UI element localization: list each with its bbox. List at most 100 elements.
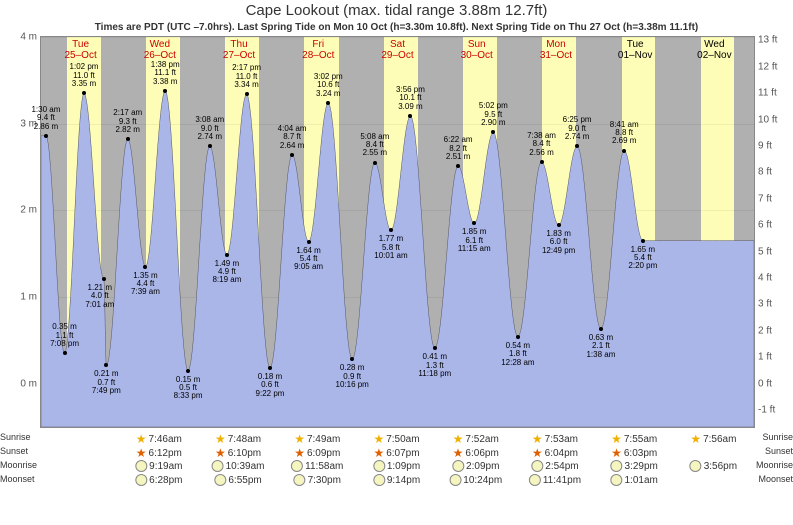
moon-icon [373, 460, 385, 472]
tide-label: 1.49 m4.9 ft8:19 am [212, 260, 241, 285]
y-tick-right: 8 ft [754, 167, 772, 178]
tide-point [186, 369, 190, 373]
tide-label: 3:08 am9.0 ft2.74 m [195, 116, 224, 141]
tide-point [575, 144, 579, 148]
y-tick-right: 9 ft [754, 140, 772, 151]
sunmoon-time: 6:12pm [149, 448, 182, 459]
y-tick-right: 5 ft [754, 246, 772, 257]
sunmoon-cell: 1:09pm [373, 460, 420, 472]
moon-icon [212, 460, 224, 472]
tide-point [557, 223, 561, 227]
sunmoon-cell: 6:55pm [214, 474, 261, 486]
tide-label: 6:25 pm9.0 ft2.74 m [563, 116, 592, 141]
tide-label: 3:56 pm10.1 ft3.09 m [396, 86, 425, 111]
sunmoon-cell: ★6:09pm [294, 446, 340, 460]
moon-icon [452, 460, 464, 472]
tide-point [307, 240, 311, 244]
sunmoon-cell: 10:24pm [449, 474, 502, 486]
tide-label: 0.54 m1.8 ft12:28 am [501, 342, 534, 367]
sunmoon-time: 7:49am [307, 434, 340, 445]
tide-label: 1.83 m6.0 ft12:49 pm [542, 230, 575, 255]
tide-label: 0.18 m0.6 ft9:22 pm [256, 373, 285, 398]
tide-point [373, 161, 377, 165]
sunset-icon: ★ [532, 446, 543, 460]
tide-point [245, 92, 249, 96]
tide-point [516, 335, 520, 339]
tide-label: 1:38 pm11.1 ft3.38 m [151, 61, 180, 86]
sunmoon-time: 2:54pm [545, 461, 578, 472]
sunmoon-time: 6:06pm [465, 448, 498, 459]
sunmoon-time: 6:03pm [624, 448, 657, 459]
sunmoon-time: 7:30pm [308, 475, 341, 486]
tide-label: 0.63 m2.1 ft1:38 am [586, 334, 615, 359]
tide-label: 1.64 m5.4 ft9:05 am [294, 247, 323, 272]
sunmoon-cell: ★6:12pm [136, 446, 182, 460]
tide-label: 7:38 am8.4 ft2.56 m [527, 132, 556, 157]
sunset-icon: ★ [294, 446, 305, 460]
tide-point [599, 327, 603, 331]
tide-label: 0.21 m0.7 ft7:49 pm [92, 370, 121, 395]
row-label-right: Sunrise [755, 432, 793, 442]
sunmoon-time: 3:56pm [704, 461, 737, 472]
tide-point [208, 144, 212, 148]
row-label-left: Sunset [0, 446, 38, 456]
row-label-right: Moonset [755, 474, 793, 484]
row-label-left: Moonrise [0, 460, 38, 470]
sunmoon-time: 1:09pm [387, 461, 420, 472]
sunmoon-time: 7:55am [624, 434, 657, 445]
tide-label: 1.21 m4.0 ft7:01 am [85, 284, 114, 309]
sunmoon-time: 6:10pm [228, 448, 261, 459]
sunmoon-cell: ★7:56am [690, 432, 736, 446]
sunmoon-time: 9:19am [149, 461, 182, 472]
moon-icon [373, 474, 385, 486]
tide-point [268, 366, 272, 370]
sunmoon-row-sunrise: SunriseSunrise★7:46am★7:48am★7:49am★7:50… [40, 432, 753, 446]
sunmoon-cell: ★7:46am [136, 432, 182, 446]
sunmoon-cell: 3:56pm [690, 460, 737, 472]
moon-icon [214, 474, 226, 486]
sunmoon-time: 11:58am [305, 461, 343, 472]
tide-point [143, 265, 147, 269]
sunrise-icon: ★ [453, 432, 464, 446]
sunmoon-cell: 10:39am [212, 460, 265, 472]
chart-title: Cape Lookout (max. tidal range 3.88m 12.… [0, 2, 793, 19]
tide-point [290, 153, 294, 157]
moon-icon [291, 460, 303, 472]
tide-point [641, 239, 645, 243]
sun-moon-table: SunriseSunrise★7:46am★7:48am★7:49am★7:50… [40, 432, 753, 488]
sunset-icon: ★ [611, 446, 622, 460]
sunmoon-time: 7:48am [228, 434, 261, 445]
sunrise-icon: ★ [373, 432, 384, 446]
sunmoon-cell: 2:09pm [452, 460, 499, 472]
tide-label: 5:02 pm9.5 ft2.90 m [479, 102, 508, 127]
sunmoon-cell: 9:14pm [373, 474, 420, 486]
tide-label: 0.15 m0.5 ft8:33 pm [174, 376, 203, 401]
plot-area: Tue25–OctWed26–OctThu27–OctFri28–OctSat2… [40, 36, 755, 428]
y-tick-right: 11 ft [754, 88, 777, 99]
sunmoon-cell: ★6:04pm [532, 446, 578, 460]
sunmoon-cell: 2:54pm [531, 460, 578, 472]
sunmoon-cell: 9:19am [135, 460, 182, 472]
tide-label: 8:41 am8.8 ft2.69 m [610, 121, 639, 146]
sunmoon-time: 10:39am [226, 461, 265, 472]
sunmoon-cell: ★7:55am [611, 432, 657, 446]
sunmoon-cell: ★6:07pm [373, 446, 419, 460]
sunmoon-time: 6:28pm [149, 475, 182, 486]
sunmoon-cell: ★7:53am [532, 432, 578, 446]
moon-icon [294, 474, 306, 486]
tide-point [622, 149, 626, 153]
tide-label: 3:02 pm10.6 ft3.24 m [314, 73, 343, 98]
tide-point [163, 89, 167, 93]
sunmoon-time: 6:55pm [228, 475, 261, 486]
y-tick-left: 1 m [20, 292, 41, 303]
sunmoon-row-moonset: MoonsetMoonset6:28pm6:55pm7:30pm9:14pm10… [40, 474, 753, 488]
sunset-icon: ★ [373, 446, 384, 460]
tide-point [389, 228, 393, 232]
sunmoon-cell: ★7:50am [373, 432, 419, 446]
sunmoon-time: 10:24pm [463, 475, 502, 486]
sunmoon-cell: 7:30pm [294, 474, 341, 486]
sunmoon-cell: ★6:10pm [215, 446, 261, 460]
sunmoon-row-sunset: SunsetSunset★6:12pm★6:10pm★6:09pm★6:07pm… [40, 446, 753, 460]
tide-point [63, 351, 67, 355]
sunmoon-time: 6:07pm [386, 448, 419, 459]
